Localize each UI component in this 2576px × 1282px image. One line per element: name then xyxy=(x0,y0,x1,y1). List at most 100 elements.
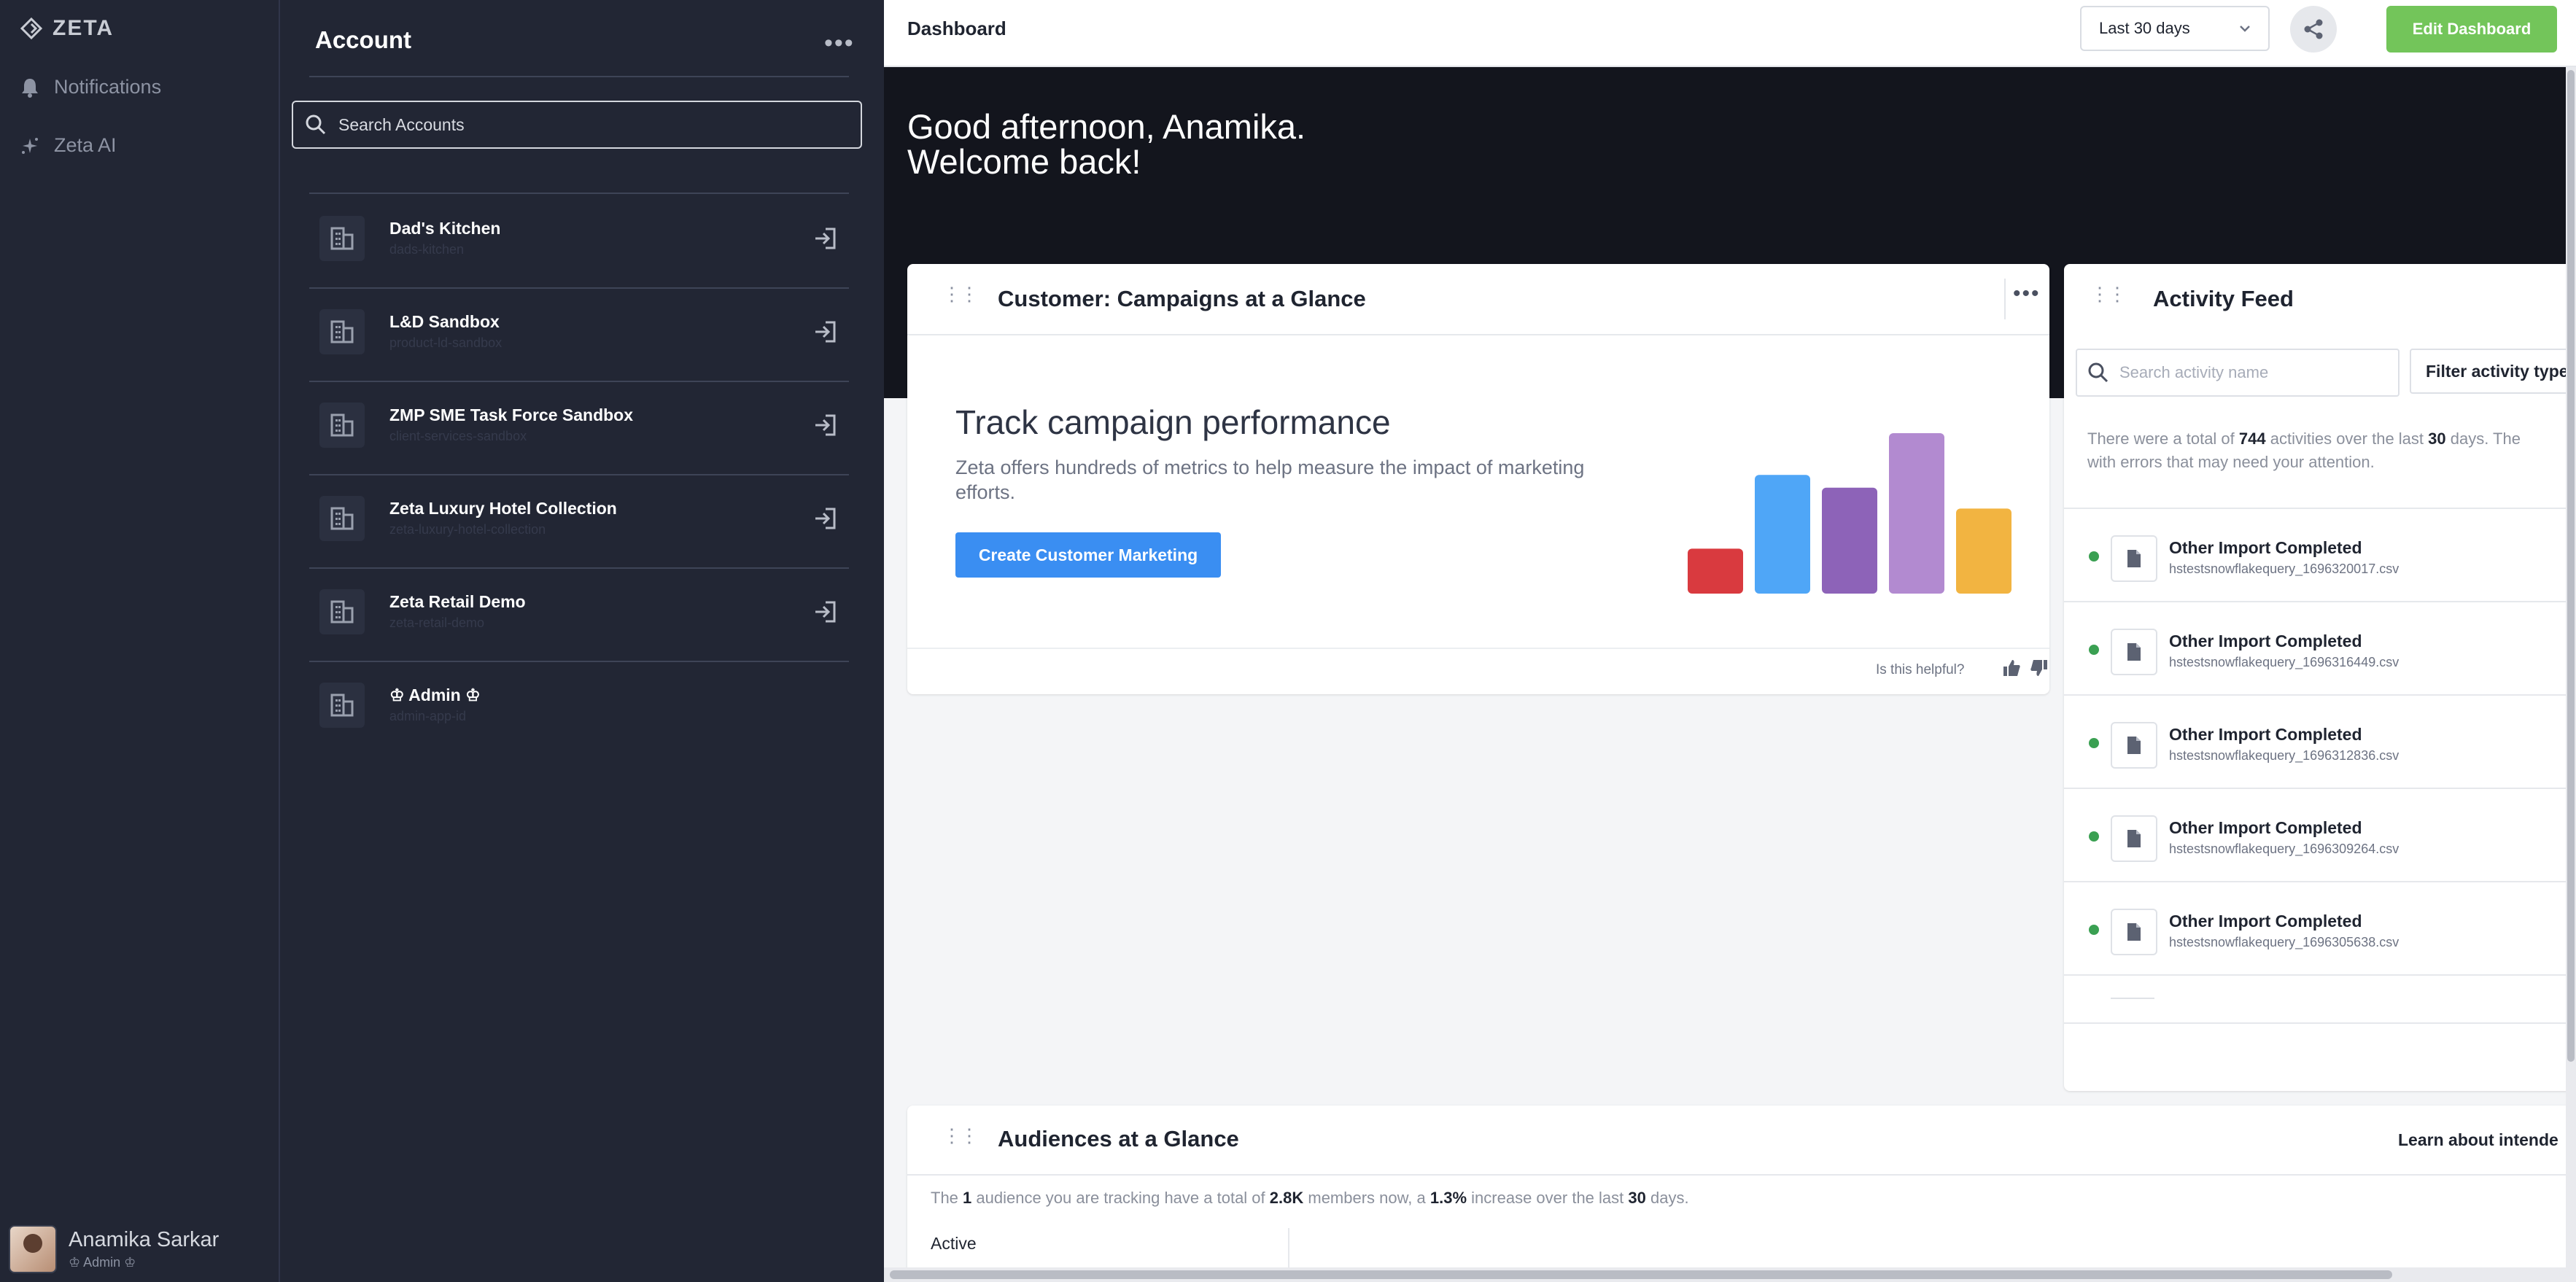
search-accounts-input[interactable] xyxy=(337,114,836,136)
account-row[interactable]: ♔ Admin ♔ admin-app-id xyxy=(309,661,849,754)
status-dot xyxy=(2089,551,2099,562)
bell-icon xyxy=(22,78,38,98)
account-id: product-ld-sandbox xyxy=(389,335,503,350)
file-icon xyxy=(2111,909,2157,955)
activity-title: Other Import Completed xyxy=(2169,818,2362,837)
building-icon xyxy=(319,309,365,354)
login-icon[interactable] xyxy=(812,599,837,624)
divider xyxy=(2064,1022,2576,1024)
audiences-card: ⋮⋮ Audiences at a Glance Learn about int… xyxy=(907,1106,2576,1282)
search-accounts[interactable] xyxy=(292,101,862,149)
building-icon xyxy=(319,683,365,728)
card-title: Customer: Campaigns at a Glance xyxy=(998,286,1366,311)
drag-handle-icon[interactable]: ⋮⋮ xyxy=(942,283,979,305)
activity-item[interactable]: Other Import Completed hstestsnowflakequ… xyxy=(2064,789,2576,882)
account-row[interactable]: Dad's Kitchen dads-kitchen xyxy=(309,194,849,289)
building-icon xyxy=(319,216,365,261)
login-icon[interactable] xyxy=(812,413,837,438)
filter-activity-type-select[interactable]: Filter activity type xyxy=(2410,349,2576,394)
login-icon[interactable] xyxy=(812,319,837,344)
activity-title: Other Import Completed xyxy=(2169,725,2362,744)
campaign-illustration xyxy=(1688,433,2011,594)
share-icon xyxy=(2304,19,2323,39)
activity-item[interactable]: Other Import Completed hstestsnowflakequ… xyxy=(2064,602,2576,696)
nav-label: Zeta AI xyxy=(54,134,117,156)
activity-summary: There were a total of 744 activities ove… xyxy=(2087,430,2521,471)
drag-handle-icon[interactable]: ⋮⋮ xyxy=(942,1124,979,1146)
account-row[interactable]: ZMP SME Task Force Sandbox client-servic… xyxy=(309,381,849,475)
share-button[interactable] xyxy=(2290,6,2337,53)
nav-item-zeta-ai[interactable]: Zeta AI xyxy=(20,134,117,157)
account-panel: Account ••• Dad's Kitchen dads-kitchen L… xyxy=(279,0,885,1282)
activity-title: Other Import Completed xyxy=(2169,632,2362,650)
activity-file: hstestsnowflakequery_1696312836.csv xyxy=(2169,748,2400,763)
activity-item[interactable]: Other Import Completed hstestsnowflakequ… xyxy=(2064,696,2576,789)
main-content: Dashboard Last 30 days Edit Dashboard Go… xyxy=(884,0,2576,1282)
more-icon[interactable]: ••• xyxy=(824,29,855,57)
card-title: Activity Feed xyxy=(2153,286,2294,311)
activity-item[interactable]: Other Import Completed hstestsnowflakequ… xyxy=(2064,882,2576,976)
illustration-bar xyxy=(1688,548,1743,594)
account-name: ZMP SME Task Force Sandbox xyxy=(389,405,634,424)
vertical-scrollbar-thumb[interactable] xyxy=(2567,70,2575,1062)
activity-search[interactable] xyxy=(2076,349,2400,397)
search-icon xyxy=(2088,362,2108,383)
file-icon-partial xyxy=(2111,998,2154,1002)
left-nav: ZETA Notifications Zeta AI Anamika Sarka… xyxy=(0,0,279,1282)
building-icon xyxy=(319,589,365,634)
account-name: ♔ Admin ♔ xyxy=(389,685,481,704)
account-id: dads-kitchen xyxy=(389,242,465,257)
search-icon xyxy=(306,114,326,135)
card-title: Audiences at a Glance xyxy=(998,1126,1239,1151)
divider xyxy=(2064,508,2576,509)
activity-feed-card: ⋮⋮ Activity Feed Filter activity type Th… xyxy=(2064,264,2576,1091)
divider xyxy=(309,76,849,77)
file-icon xyxy=(2111,815,2157,862)
login-icon[interactable] xyxy=(812,506,837,531)
account-id: zeta-retail-demo xyxy=(389,615,485,630)
date-range-value: Last 30 days xyxy=(2099,19,2190,37)
divider xyxy=(907,648,2049,649)
sparkle-icon xyxy=(22,137,38,154)
thumbs-down-icon[interactable] xyxy=(2029,658,2049,678)
divider xyxy=(309,193,849,194)
user-role: ♔ Admin ♔ xyxy=(69,1255,136,1270)
login-icon[interactable] xyxy=(812,226,837,251)
helpful-prompt: Is this helpful? xyxy=(1876,662,1965,677)
account-panel-title: Account xyxy=(315,26,411,53)
activity-file: hstestsnowflakequery_1696316449.csv xyxy=(2169,655,2400,669)
horizontal-scrollbar-thumb[interactable] xyxy=(890,1270,2392,1279)
activity-item[interactable]: Other Import Completed hstestsnowflakequ… xyxy=(2064,509,2576,602)
illustration-bar xyxy=(1822,487,1877,594)
user-name: Anamika Sarkar xyxy=(69,1228,220,1251)
building-icon xyxy=(319,403,365,448)
file-icon xyxy=(2111,629,2157,675)
divider xyxy=(2004,279,2006,319)
divider xyxy=(1288,1228,1289,1272)
zeta-logo[interactable]: ZETA xyxy=(20,16,114,41)
drag-handle-icon[interactable]: ⋮⋮ xyxy=(2090,283,2127,305)
create-customer-marketing-button[interactable]: Create Customer Marketing xyxy=(955,532,1221,578)
date-range-select[interactable]: Last 30 days xyxy=(2080,6,2270,51)
account-row[interactable]: Zeta Luxury Hotel Collection zeta-luxury… xyxy=(309,474,849,569)
divider xyxy=(907,1174,2576,1176)
greeting-line: Good afternoon, Anamika. xyxy=(907,107,1306,146)
activity-title: Other Import Completed xyxy=(2169,538,2362,557)
column-header-active: Active xyxy=(931,1234,977,1253)
learn-about-intended-link[interactable]: Learn about intende xyxy=(2398,1130,2558,1149)
account-row[interactable]: L&D Sandbox product-ld-sandbox xyxy=(309,287,849,382)
illustration-bar xyxy=(1755,475,1810,594)
user-profile[interactable]: Anamika Sarkar ♔ Admin ♔ xyxy=(9,1225,219,1273)
account-row[interactable]: Zeta Retail Demo zeta-retail-demo xyxy=(309,567,849,662)
greeting-line: Welcome back! xyxy=(907,142,1141,181)
campaign-description: Zeta offers hundreds of metrics to help … xyxy=(955,457,1585,503)
nav-item-notifications[interactable]: Notifications xyxy=(20,76,161,98)
edit-dashboard-button[interactable]: Edit Dashboard xyxy=(2386,6,2557,53)
activity-search-input[interactable] xyxy=(2118,362,2354,383)
activity-title: Other Import Completed xyxy=(2169,912,2362,931)
activity-file: hstestsnowflakequery_1696305638.csv xyxy=(2169,935,2400,949)
more-icon[interactable]: ••• xyxy=(2013,281,2041,306)
status-dot xyxy=(2089,925,2099,935)
zeta-logo-icon xyxy=(20,18,42,39)
thumbs-up-icon[interactable] xyxy=(2001,658,2022,678)
